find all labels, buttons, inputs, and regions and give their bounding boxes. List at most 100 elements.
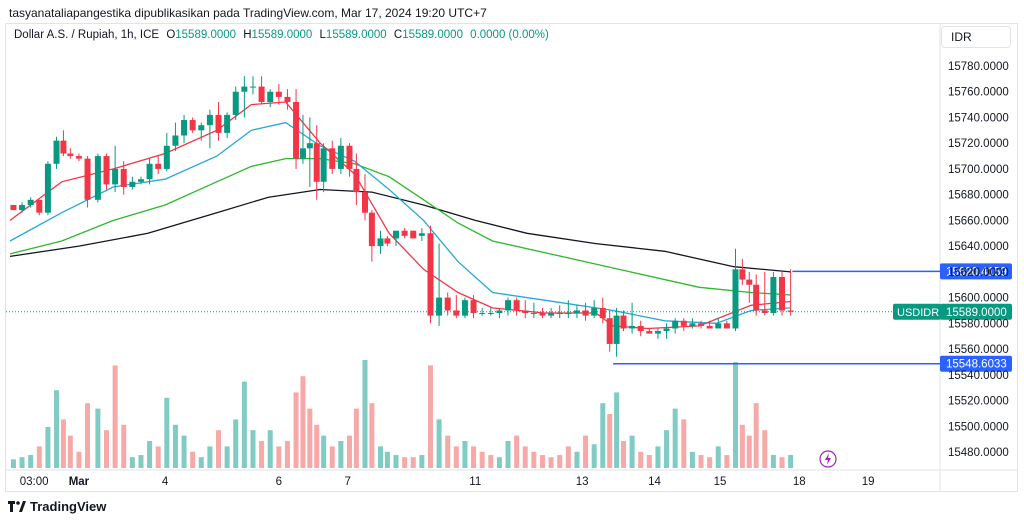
legend-close-label: C — [393, 29, 403, 41]
volume-bar — [646, 455, 652, 468]
candle-body — [393, 230, 400, 239]
volume-bar — [353, 408, 359, 468]
candle-body — [155, 163, 162, 169]
volume-bar — [190, 451, 196, 468]
candle-body — [284, 96, 291, 103]
ema-fast-line — [9, 101, 791, 330]
volume-bar — [276, 446, 282, 468]
candle-body — [582, 310, 589, 316]
volume-bar — [384, 451, 390, 468]
volume-bar — [496, 457, 502, 468]
volume-bar — [393, 455, 399, 468]
candle-body — [654, 331, 661, 334]
y-tick-label: 15480.0000 — [948, 447, 1009, 459]
volume-bar — [600, 403, 606, 468]
candle-body — [453, 310, 460, 316]
candle-body — [565, 313, 572, 315]
candle-body — [368, 212, 375, 247]
candle-body — [698, 323, 705, 326]
volume-bar — [307, 408, 313, 468]
volume-bar — [770, 455, 776, 468]
candle-body — [637, 325, 644, 332]
currency-button[interactable]: IDR — [941, 26, 1011, 48]
volume-bar — [607, 414, 613, 468]
volume-bar — [155, 446, 161, 468]
volume-bar — [565, 446, 571, 468]
price-level-tag — [940, 355, 1012, 372]
volume-bar — [45, 426, 51, 468]
candle-body — [436, 297, 443, 316]
volume-bar — [321, 435, 327, 468]
candle-body — [732, 269, 739, 329]
candle-body — [663, 328, 670, 332]
candle-body — [530, 313, 537, 315]
candle-body — [680, 320, 687, 326]
volume-bar — [346, 435, 352, 468]
volume-bar — [445, 435, 451, 468]
y-tick-label: 15700.0000 — [948, 164, 1009, 176]
candle-body — [215, 114, 222, 133]
candle-body — [353, 168, 360, 193]
volume-bar — [60, 419, 66, 468]
volume-bar — [224, 446, 230, 468]
volume-bar — [715, 446, 721, 468]
candle-body — [224, 114, 231, 133]
volume-bar — [19, 457, 25, 468]
candle-body — [505, 300, 512, 311]
candle-body — [53, 140, 60, 164]
x-tick-label: 11 — [469, 476, 481, 488]
volume-bar — [453, 446, 459, 468]
lightning-icon[interactable] — [819, 450, 837, 468]
ema-long-line — [9, 188, 791, 273]
candle-body — [36, 199, 43, 213]
volume-bar — [788, 455, 794, 468]
volume-bar — [67, 435, 73, 468]
candle-body — [163, 145, 170, 169]
legend-low-label: L — [319, 29, 326, 41]
volume-bar — [419, 455, 425, 468]
volume-bar — [250, 430, 256, 468]
legend-high-label: H — [243, 29, 252, 41]
legend-open-value: 15589.0000 — [175, 29, 237, 41]
candle-body — [548, 313, 555, 316]
y-tick-label: 15660.0000 — [948, 215, 1009, 227]
candle-body — [313, 143, 320, 182]
candle-body — [346, 145, 353, 169]
y-tick-label: 15780.0000 — [948, 61, 1009, 73]
candle-body — [189, 120, 196, 131]
candle-body — [293, 102, 300, 159]
chart-frame — [5, 23, 1018, 492]
x-tick-label: 13 — [576, 476, 589, 488]
candle-body — [337, 145, 344, 169]
volume-bar — [138, 455, 144, 468]
candle-body — [44, 163, 51, 213]
last-price-label: 15589.0000 — [946, 307, 1007, 319]
volume-bar — [548, 457, 554, 468]
volume-bar — [746, 435, 752, 468]
candle-body — [427, 233, 434, 316]
volume-bar — [514, 435, 520, 468]
candle-body — [361, 192, 368, 213]
footer-brand-text: TradingView — [30, 499, 107, 514]
candle-body — [19, 204, 26, 211]
volume-bar — [557, 455, 563, 468]
candle-body — [377, 238, 384, 247]
candle-body — [513, 300, 520, 311]
tradingview-logo-icon — [8, 500, 26, 515]
candle-body — [299, 148, 306, 159]
volume-bar — [462, 441, 468, 468]
volume-bar — [198, 457, 204, 468]
x-tick-label: 15 — [714, 476, 727, 488]
candle-body — [761, 310, 768, 314]
volume-bar — [471, 446, 477, 468]
volume-bar — [762, 430, 768, 468]
volume-bar — [539, 455, 545, 468]
y-tick-label: 15720.0000 — [948, 138, 1009, 150]
candle-body — [606, 318, 613, 344]
volume-bar — [36, 446, 42, 468]
candle-body — [746, 279, 753, 285]
candle-body — [753, 284, 760, 311]
candle-body — [112, 168, 119, 185]
candle-body — [60, 140, 67, 154]
